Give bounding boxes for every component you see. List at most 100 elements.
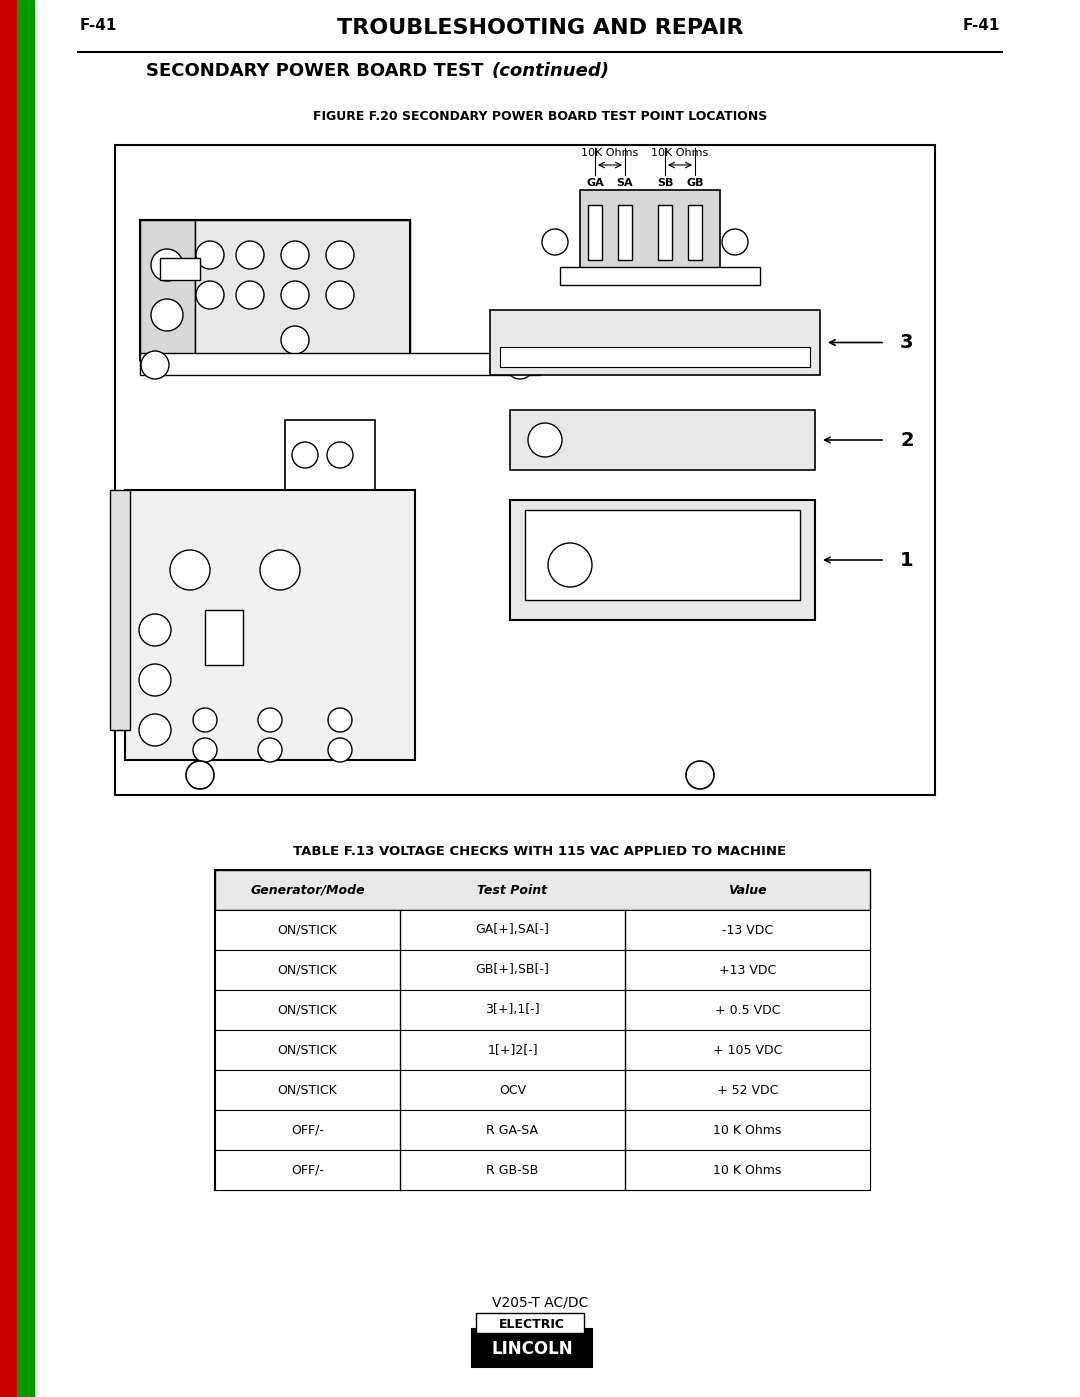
Circle shape [151, 299, 183, 331]
Bar [140, 219, 195, 360]
Bar [215, 990, 870, 1030]
Bar [140, 353, 540, 374]
Circle shape [507, 351, 534, 379]
Bar [476, 1313, 584, 1333]
Bar [618, 205, 632, 260]
Circle shape [328, 708, 352, 732]
Text: Return to Section TOC: Return to Section TOC [3, 518, 13, 602]
Text: GB: GB [686, 177, 704, 189]
Bar [140, 219, 410, 360]
Bar [500, 346, 810, 367]
Text: SB: SB [657, 177, 673, 189]
Bar [0, 0, 17, 1397]
Text: ®: ® [576, 1348, 585, 1358]
Circle shape [141, 351, 168, 379]
Bar [125, 490, 415, 760]
Text: V205-T AC/DC: V205-T AC/DC [491, 1295, 589, 1309]
Bar [688, 205, 702, 260]
Bar [160, 258, 200, 279]
Text: ON/STICK: ON/STICK [278, 923, 337, 936]
Text: FIGURE F.20 SECONDARY POWER BOARD TEST POINT LOCATIONS: FIGURE F.20 SECONDARY POWER BOARD TEST P… [313, 110, 767, 123]
Text: (continued): (continued) [492, 61, 610, 80]
Text: 10 K Ohms: 10 K Ohms [713, 1164, 782, 1176]
Text: ON/STICK: ON/STICK [278, 1084, 337, 1097]
Text: TABLE F.13 VOLTAGE CHECKS WITH 115 VAC APPLIED TO MACHINE: TABLE F.13 VOLTAGE CHECKS WITH 115 VAC A… [294, 845, 786, 858]
Text: 1: 1 [900, 550, 914, 570]
Text: 10 K Ohms: 10 K Ohms [713, 1123, 782, 1137]
Bar [110, 490, 130, 731]
Bar [114, 145, 935, 795]
Circle shape [328, 738, 352, 761]
Circle shape [195, 281, 224, 309]
Text: ON/STICK: ON/STICK [278, 1044, 337, 1056]
Circle shape [723, 229, 748, 256]
Text: 2: 2 [900, 430, 914, 450]
Text: Return to Master TOC: Return to Master TOC [21, 1148, 29, 1231]
Bar [215, 1150, 870, 1190]
Bar [285, 420, 375, 490]
Text: Return to Section TOC: Return to Section TOC [3, 1148, 13, 1232]
Circle shape [237, 242, 264, 270]
Bar [561, 267, 760, 285]
Bar [17, 0, 33, 1397]
Circle shape [237, 281, 264, 309]
Text: + 0.5 VDC: + 0.5 VDC [715, 1003, 780, 1017]
Circle shape [281, 281, 309, 309]
Bar [215, 1111, 870, 1150]
Bar [195, 219, 410, 360]
Text: Test Point: Test Point [477, 883, 548, 897]
Circle shape [139, 615, 171, 645]
Text: 10K Ohms: 10K Ohms [581, 148, 638, 158]
Text: Return to Master TOC: Return to Master TOC [21, 518, 29, 601]
Circle shape [548, 543, 592, 587]
Circle shape [528, 423, 562, 457]
Circle shape [186, 761, 214, 789]
Text: + 105 VDC: + 105 VDC [713, 1044, 782, 1056]
Circle shape [326, 281, 354, 309]
Circle shape [193, 738, 217, 761]
Text: F-41: F-41 [80, 18, 118, 34]
Bar [215, 870, 870, 1190]
Bar [215, 950, 870, 990]
Bar [510, 409, 815, 469]
Text: GA: GA [586, 177, 604, 189]
Bar [215, 870, 870, 909]
Text: OFF/-: OFF/- [292, 1123, 324, 1137]
Bar [215, 909, 870, 950]
Text: 3: 3 [900, 332, 914, 352]
Circle shape [258, 708, 282, 732]
Circle shape [195, 242, 224, 270]
Text: 3[+],1[-]: 3[+],1[-] [485, 1003, 540, 1017]
Text: SECONDARY POWER BOARD TEST: SECONDARY POWER BOARD TEST [146, 61, 490, 80]
Text: Return to Master TOC: Return to Master TOC [21, 849, 29, 932]
Bar [580, 190, 720, 270]
Circle shape [327, 441, 353, 468]
Circle shape [281, 326, 309, 353]
Text: ON/STICK: ON/STICK [278, 964, 337, 977]
Circle shape [170, 550, 210, 590]
Text: TROUBLESHOOTING AND REPAIR: TROUBLESHOOTING AND REPAIR [337, 18, 743, 38]
Circle shape [139, 714, 171, 746]
Text: ON/STICK: ON/STICK [278, 1003, 337, 1017]
Bar [525, 510, 800, 599]
Circle shape [193, 708, 217, 732]
Text: 1[+]2[-]: 1[+]2[-] [487, 1044, 538, 1056]
Bar [205, 610, 243, 665]
Text: GA[+],SA[-]: GA[+],SA[-] [475, 923, 550, 936]
Text: Value: Value [728, 883, 767, 897]
Text: + 52 VDC: + 52 VDC [717, 1084, 779, 1097]
Text: SA: SA [617, 177, 633, 189]
Circle shape [258, 738, 282, 761]
Text: +13 VDC: +13 VDC [719, 964, 777, 977]
Circle shape [326, 242, 354, 270]
Text: Generator/Mode: Generator/Mode [251, 883, 365, 897]
Circle shape [281, 242, 309, 270]
Text: Return to Section TOC: Return to Section TOC [3, 168, 13, 253]
Text: OCV: OCV [499, 1084, 526, 1097]
Text: ELECTRIC: ELECTRIC [499, 1317, 565, 1330]
Circle shape [542, 229, 568, 256]
Circle shape [151, 249, 183, 281]
Bar [490, 310, 820, 374]
Text: -13 VDC: -13 VDC [721, 923, 773, 936]
Circle shape [292, 441, 318, 468]
